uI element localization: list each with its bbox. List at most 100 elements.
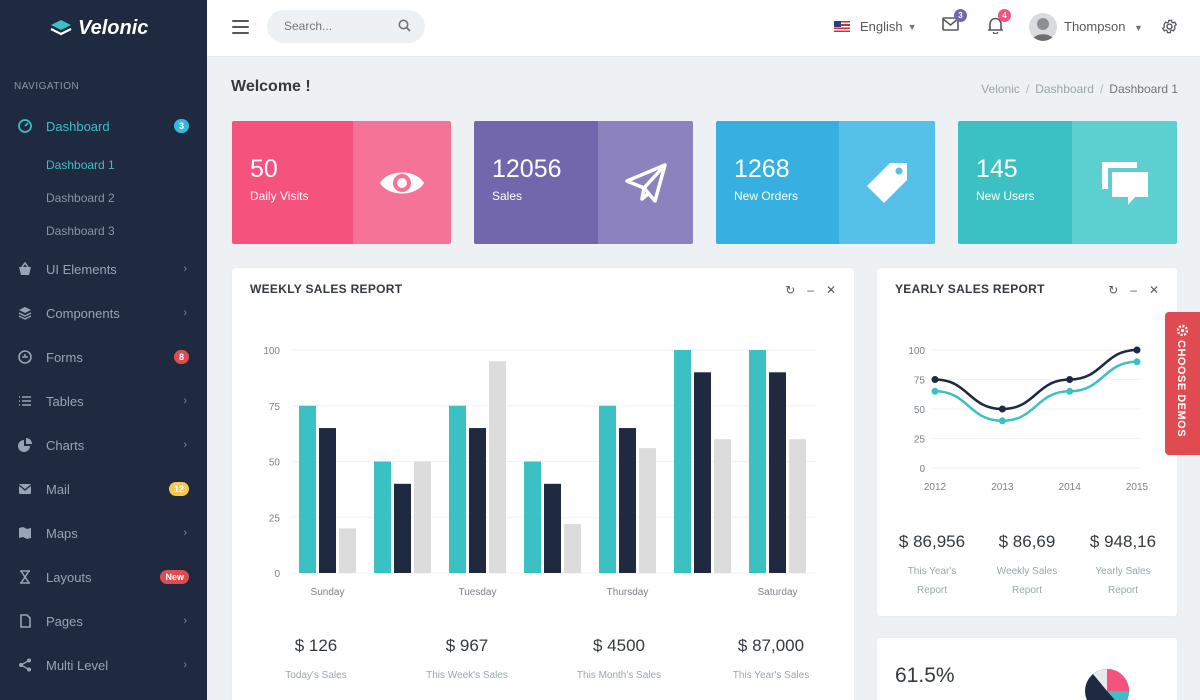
chevron-right-icon: ›	[183, 527, 187, 539]
search-icon[interactable]	[398, 19, 411, 32]
sidebar-item-maps[interactable]: Maps ›	[0, 511, 207, 555]
sidebar-item-dashboard[interactable]: Dashboard 3	[0, 104, 207, 148]
menu-toggle-icon[interactable]	[232, 20, 249, 34]
mail-button[interactable]: 3	[942, 9, 967, 36]
y-tick-label: 0	[274, 569, 280, 580]
sidebar-item-layouts[interactable]: Layouts New	[0, 555, 207, 599]
data-point	[998, 417, 1006, 425]
sidebar-item-label: Tables	[46, 393, 84, 409]
sidebar-item-ui-elements[interactable]: UI Elements ›	[0, 247, 207, 291]
sidebar-item-multi-level[interactable]: Multi Level ›	[0, 643, 207, 687]
share-icon	[19, 658, 31, 672]
language-selector[interactable]: English ▼	[834, 19, 917, 34]
bar	[319, 428, 336, 573]
percentage-card: 61.5%	[877, 638, 1177, 700]
notification-button[interactable]: 4	[987, 9, 1011, 39]
summary-value: $ 948,16	[1089, 532, 1157, 551]
stat-card-body: 12056 Sales	[474, 121, 598, 244]
summary-label: This Year's Sales	[732, 670, 810, 681]
sidebar-item-label: Components	[46, 305, 120, 321]
sidebar-item-pages[interactable]: Pages ›	[0, 599, 207, 643]
summary-label: Yearly Sales Report	[1095, 566, 1151, 596]
x-tick-label: Saturday	[757, 587, 797, 598]
app-logo[interactable]: Velonic	[0, 0, 207, 57]
mail-icon	[18, 484, 32, 494]
bar	[639, 448, 656, 573]
y-tick-label: 50	[914, 405, 926, 416]
dashboard-icon	[18, 119, 32, 133]
stat-value: 50	[250, 155, 278, 183]
series-line	[934, 360, 1138, 423]
data-point	[1133, 346, 1141, 354]
pages-icon	[20, 614, 31, 628]
choose-demos-label: CHOOSE DEMOS	[1175, 340, 1187, 438]
sidebar-item-mail[interactable]: Mail 12	[0, 467, 207, 511]
bar	[789, 439, 806, 573]
logo-icon	[50, 20, 72, 36]
x-tick-label: 2012	[924, 482, 947, 493]
search-input[interactable]	[284, 19, 394, 33]
pie-chart-icon	[18, 438, 32, 452]
sidebar: Velonic NAVIGATION Dashboard 3 Dashboard…	[0, 0, 207, 700]
x-tick-label: 2014	[1059, 482, 1082, 493]
nav-section-title: NAVIGATION	[14, 81, 80, 92]
sidebar-item-label: Pages	[46, 613, 83, 629]
yearly-sales-card: YEARLY SALES REPORT ↻ – ✕ 0 25 50 75 100 2012…	[877, 268, 1177, 616]
summary-label: This Month's Sales	[576, 670, 662, 681]
avatar[interactable]	[1029, 13, 1057, 41]
sidebar-subitem-dashboard-1[interactable]: Dashboard 1	[46, 157, 115, 172]
mail-count-badge: 3	[954, 9, 967, 22]
x-tick-label: 2013	[991, 482, 1014, 493]
y-tick-label: 0	[919, 464, 925, 475]
sidebar-item-forms[interactable]: Forms 8	[0, 335, 207, 379]
tag-icon	[867, 162, 907, 203]
stat-card-body: 50 Daily Visits	[232, 121, 353, 244]
refresh-icon[interactable]: ↻	[785, 283, 796, 297]
new-badge: New	[160, 570, 189, 584]
refresh-icon[interactable]: ↻	[1108, 283, 1119, 297]
notification-count-badge: 4	[998, 9, 1011, 22]
chevron-down-icon: ▼	[1134, 23, 1143, 33]
stat-card-icon-area	[1072, 121, 1177, 244]
stat-card-new-orders: 1268 New Orders	[716, 121, 935, 244]
sidebar-subitem-dashboard-2[interactable]: Dashboard 2	[46, 190, 115, 205]
app-name: Velonic	[78, 17, 149, 39]
sidebar-item-label: Charts	[46, 437, 85, 453]
close-icon[interactable]: ✕	[825, 283, 836, 297]
sidebar-item-label: Forms	[46, 349, 83, 365]
settings-button[interactable]	[1161, 18, 1178, 40]
summary-value: $ 967	[445, 636, 489, 655]
summary-label: This Year's Report	[907, 566, 957, 596]
map-icon	[19, 527, 31, 539]
bar	[714, 439, 731, 573]
search-box	[267, 10, 425, 43]
bar	[544, 483, 561, 573]
summary-label: This Week's Sales	[426, 670, 508, 681]
bar	[449, 405, 466, 573]
data-point	[931, 387, 939, 395]
bar	[299, 405, 316, 573]
sidebar-item-label: Dashboard	[46, 118, 110, 134]
chevron-right-icon: ›	[183, 263, 187, 275]
choose-demos-tab[interactable]: CHOOSE DEMOS	[1165, 312, 1200, 455]
breadcrumb-item[interactable]: Velonic	[981, 82, 1020, 96]
x-tick-label: Sunday	[311, 587, 345, 598]
minimize-icon[interactable]: –	[1130, 283, 1137, 297]
stat-value: 145	[976, 155, 1018, 183]
sidebar-item-tables[interactable]: Tables ›	[0, 379, 207, 423]
stat-label: Daily Visits	[250, 189, 309, 203]
bar	[524, 461, 541, 573]
minimize-icon[interactable]: –	[807, 283, 814, 297]
sidebar-item-label: UI Elements	[46, 261, 117, 277]
user-menu[interactable]: Thompson ▼	[1064, 19, 1143, 34]
list-icon	[19, 396, 31, 406]
sidebar-item-charts[interactable]: Charts ›	[0, 423, 207, 467]
close-icon[interactable]: ✕	[1148, 283, 1159, 297]
sidebar-subitem-dashboard-3[interactable]: Dashboard 3	[46, 223, 115, 238]
sidebar-item-components[interactable]: Components ›	[0, 291, 207, 335]
stat-card-icon-area	[353, 121, 451, 244]
breadcrumb-item[interactable]: Dashboard	[1035, 82, 1094, 96]
bar	[469, 428, 486, 573]
count-badge: 3	[173, 119, 189, 133]
breadcrumb: Velonic / Dashboard / Dashboard 1	[981, 82, 1178, 96]
